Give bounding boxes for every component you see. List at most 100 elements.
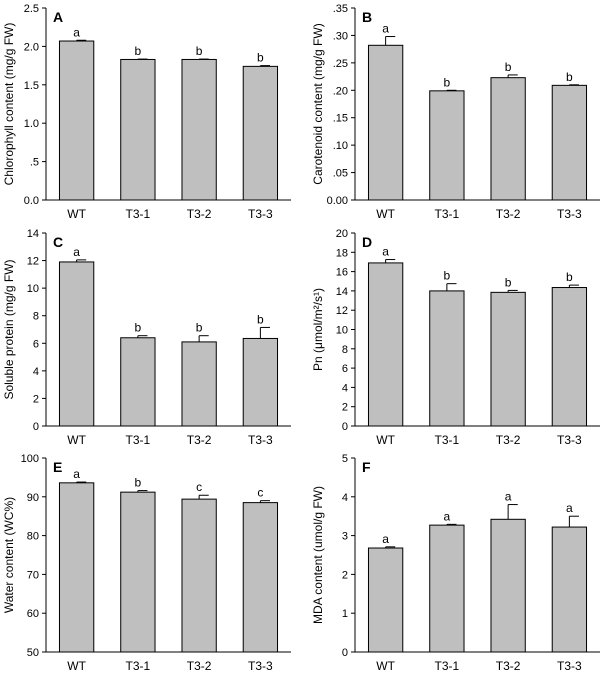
bar-t3-1 xyxy=(120,58,156,201)
category-label: T3-3 xyxy=(557,207,582,221)
y-tick-label: .30 xyxy=(333,30,348,42)
category-label: WT xyxy=(376,433,395,447)
y-tick-label: .15 xyxy=(333,113,348,125)
y-tick-label: 2 xyxy=(342,402,348,414)
significance-label: b xyxy=(257,51,264,65)
panel-letter: D xyxy=(362,234,372,250)
panel-letter: A xyxy=(53,9,63,25)
y-tick-label: 2.0 xyxy=(24,41,39,53)
significance-label: a xyxy=(444,509,451,523)
bar-t3-3 xyxy=(551,287,588,427)
y-tick-label: 12 xyxy=(27,256,39,268)
category-label: T3-3 xyxy=(557,659,582,673)
bar-t3-2 xyxy=(181,58,217,201)
y-tick-label: .5 xyxy=(30,157,39,169)
y-tick-label: 80 xyxy=(27,531,39,543)
category-label: WT xyxy=(67,207,86,221)
y-axis-title: Chlorophyll content (mg/g FW) xyxy=(2,23,16,186)
bar-t3-1 xyxy=(429,524,465,653)
bar-t3-3 xyxy=(242,337,279,427)
bar-t3-2 xyxy=(490,291,526,427)
significance-label: b xyxy=(196,321,203,335)
significance-label: b xyxy=(566,270,573,284)
significance-label: a xyxy=(382,532,389,546)
bar-wt xyxy=(58,40,95,201)
y-tick-label: 0 xyxy=(342,421,348,433)
bar-t3-2 xyxy=(181,341,217,427)
y-tick-label: .10 xyxy=(333,140,348,152)
y-axis-title: Carotenoid content (mg/g FW) xyxy=(311,23,325,184)
category-label: T3-2 xyxy=(496,659,521,673)
y-tick-label: 4 xyxy=(342,382,348,394)
chart-panel-e: 50 60 70 80 90 100 a WT b T3-1 c T3-2 c T3-3 E Water co… xyxy=(2,453,291,673)
category-label: WT xyxy=(67,433,86,447)
y-tick-label: 1.5 xyxy=(24,80,39,92)
y-tick-label: 6 xyxy=(342,363,348,375)
panel-letter: C xyxy=(53,234,63,250)
significance-label: b xyxy=(135,476,142,490)
y-tick-label: 8 xyxy=(342,344,348,356)
y-tick-label: 14 xyxy=(27,228,39,240)
category-label: T3-1 xyxy=(126,207,151,221)
y-tick-label: .25 xyxy=(333,58,348,70)
y-tick-label: 18 xyxy=(336,247,348,259)
bar-t3-2 xyxy=(490,518,526,653)
category-label: T3-1 xyxy=(126,433,151,447)
y-tick-label: 70 xyxy=(27,569,39,581)
significance-label: b xyxy=(196,44,203,58)
significance-label: c xyxy=(196,480,202,494)
bar-wt xyxy=(367,262,404,427)
category-label: T3-1 xyxy=(435,433,460,447)
y-tick-label: 10 xyxy=(336,325,348,337)
chart-panel-a: 0.0 .5 1.0 1.5 2.0 2.5 a WT b T3-1 b T3-2 b T3-3 A Chlo… xyxy=(2,3,291,221)
category-label: T3-2 xyxy=(187,207,212,221)
bar-t3-3 xyxy=(242,502,279,653)
category-label: WT xyxy=(67,659,86,673)
significance-label: a xyxy=(505,490,512,504)
category-label: T3-2 xyxy=(496,207,521,221)
y-tick-label: 4 xyxy=(33,366,39,378)
y-tick-label: .35 xyxy=(333,3,348,15)
bar-wt xyxy=(367,44,404,201)
y-tick-label: 60 xyxy=(27,608,39,620)
y-tick-label: .20 xyxy=(333,85,348,97)
y-tick-label: 90 xyxy=(27,492,39,504)
category-label: WT xyxy=(376,659,395,673)
y-axis-title: Soluble protein (mg/g FW) xyxy=(2,259,16,399)
category-label: T3-3 xyxy=(248,659,273,673)
significance-label: b xyxy=(505,275,512,289)
y-tick-label: 12 xyxy=(336,305,348,317)
category-label: T3-3 xyxy=(248,207,273,221)
y-tick-label: 8 xyxy=(33,311,39,323)
chart-panel-f: 0 1 2 3 4 5 a WT a T3-1 a T3-2 a T3-3 F MDA content (um… xyxy=(311,453,600,673)
y-tick-label: 0 xyxy=(342,647,348,659)
y-tick-label: 3 xyxy=(342,531,348,543)
panel-letter: E xyxy=(53,459,62,475)
significance-label: a xyxy=(382,22,389,36)
bar-t3-3 xyxy=(551,526,588,653)
significance-label: a xyxy=(382,245,389,259)
category-label: T3-2 xyxy=(496,433,521,447)
category-label: T3-3 xyxy=(248,433,273,447)
y-axis-title: MDA content (umol/g FW) xyxy=(311,486,325,624)
y-tick-label: 2 xyxy=(33,393,39,405)
significance-label: b xyxy=(135,44,142,58)
chart-panel-c: 0 2 4 6 8 10 12 14 a WT b T3-1 b T3-2 b T3-3 C Soluble pr… xyxy=(2,228,291,447)
panel-letter: F xyxy=(362,459,371,475)
significance-label: b xyxy=(444,269,451,283)
bar-t3-3 xyxy=(551,84,588,201)
y-tick-label: 50 xyxy=(27,647,39,659)
significance-label: b xyxy=(505,60,512,74)
category-label: T3-1 xyxy=(126,659,151,673)
y-tick-label: 0 xyxy=(33,421,39,433)
panel-letter: B xyxy=(362,9,372,25)
y-tick-label: 100 xyxy=(21,453,39,465)
y-tick-label: 6 xyxy=(33,338,39,350)
bar-t3-1 xyxy=(429,290,465,427)
category-label: T3-1 xyxy=(435,659,460,673)
category-label: T3-2 xyxy=(187,659,212,673)
y-tick-label: 1 xyxy=(342,608,348,620)
significance-label: a xyxy=(73,25,80,39)
bar-t3-1 xyxy=(120,491,156,653)
